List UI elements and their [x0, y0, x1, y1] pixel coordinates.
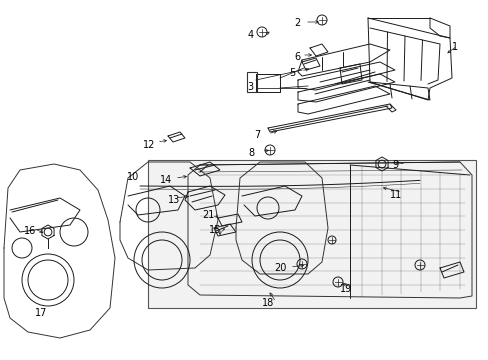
- Text: 1: 1: [451, 42, 457, 52]
- Text: 3: 3: [246, 82, 253, 92]
- Text: 10: 10: [127, 172, 139, 182]
- Text: 17: 17: [35, 308, 47, 318]
- Text: 13: 13: [168, 195, 180, 205]
- Bar: [246, 72, 257, 92]
- Text: 4: 4: [247, 30, 254, 40]
- Text: 9: 9: [391, 160, 397, 170]
- Text: 20: 20: [273, 263, 286, 273]
- Text: 16: 16: [24, 226, 36, 236]
- Text: 11: 11: [389, 190, 402, 200]
- Text: 12: 12: [142, 140, 155, 150]
- Text: 5: 5: [288, 68, 295, 78]
- Text: 15: 15: [208, 225, 221, 235]
- Text: 18: 18: [262, 298, 274, 308]
- Text: 19: 19: [339, 284, 351, 294]
- Text: 6: 6: [293, 52, 300, 62]
- Text: 21: 21: [202, 210, 214, 220]
- Text: 7: 7: [253, 130, 260, 140]
- Text: 14: 14: [160, 175, 172, 185]
- Text: 2: 2: [293, 18, 300, 28]
- Text: 8: 8: [247, 148, 254, 158]
- Bar: [148, 160, 475, 308]
